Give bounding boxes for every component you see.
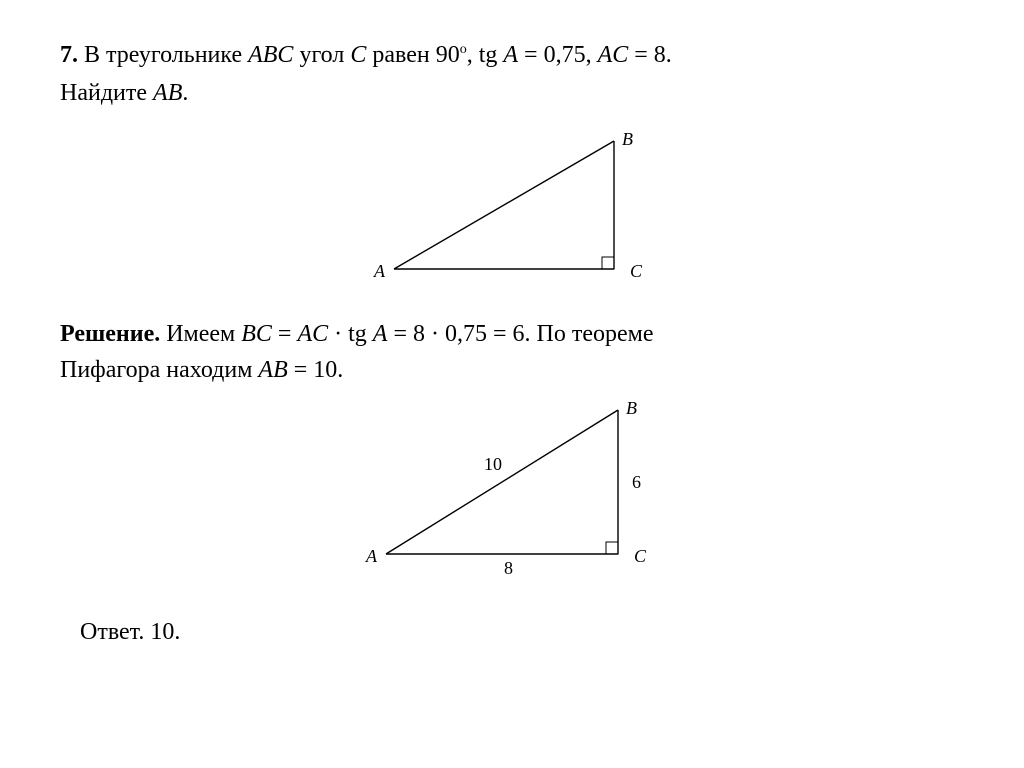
svg-text:B: B — [622, 129, 633, 149]
svg-text:A: A — [373, 261, 386, 281]
text: В треугольнике — [84, 42, 248, 68]
figure-1: A B C — [60, 129, 964, 294]
triangle-2-svg: A B C 10 6 8 — [362, 396, 662, 576]
solution-block: Решение. Имеем BC = AC · tg A = 8 · 0,75… — [60, 316, 964, 388]
var-ab: AB — [153, 80, 182, 106]
var-c: C — [350, 42, 366, 68]
answer-block: Ответ. 10. — [60, 619, 964, 646]
text: Найдите — [60, 80, 153, 106]
text: = 10. — [288, 357, 344, 383]
var-a: A — [373, 321, 388, 347]
text: = 0,75, — [518, 42, 598, 68]
svg-text:6: 6 — [632, 472, 641, 492]
var-bc: BC — [241, 321, 272, 347]
text: = — [272, 321, 298, 347]
triangle-1-svg: A B C — [372, 129, 652, 289]
text: Пифагора находим — [60, 357, 258, 383]
problem-number: 7. — [60, 42, 78, 68]
svg-text:A: A — [365, 546, 378, 566]
text: · — [328, 321, 348, 347]
var-a: A — [503, 42, 518, 68]
var-ac: AC — [598, 42, 629, 68]
var-ac: AC — [297, 321, 328, 347]
text: . — [182, 80, 188, 106]
text: = 8 · 0,75 = 6. По теореме — [387, 321, 653, 347]
svg-text:C: C — [634, 546, 647, 566]
answer-label: Ответ. — [80, 619, 150, 645]
svg-text:B: B — [626, 398, 637, 418]
svg-text:10: 10 — [484, 454, 502, 474]
figure-2: A B C 10 6 8 — [60, 396, 964, 581]
problem-statement: 7. В треугольнике ABC угол C равен 90о, … — [60, 36, 964, 113]
var-abc: ABC — [248, 42, 293, 68]
svg-text:C: C — [630, 261, 643, 281]
solution-label: Решение. — [60, 321, 160, 347]
svg-text:8: 8 — [504, 558, 513, 576]
text: угол — [293, 42, 350, 68]
text: , tg — [467, 42, 504, 68]
text: tg — [348, 321, 373, 347]
answer-value: 10. — [150, 619, 180, 645]
degree-sup: о — [460, 42, 467, 57]
text: Имеем — [160, 321, 241, 347]
text: равен 90 — [366, 42, 459, 68]
var-ab: AB — [258, 357, 287, 383]
text: = 8. — [628, 42, 672, 68]
